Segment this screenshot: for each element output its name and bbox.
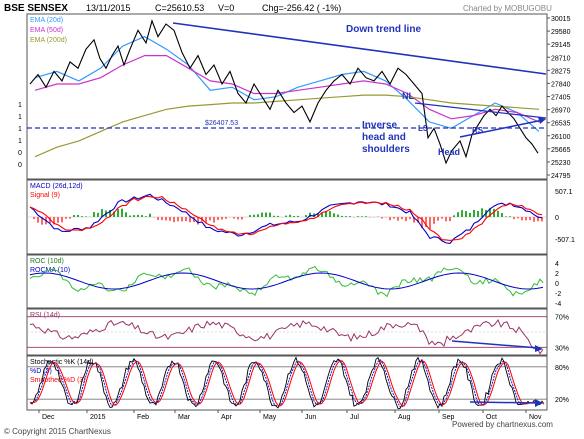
roc-tick-label: 0 <box>555 281 559 288</box>
roc-legend-entry: ROC (10d) <box>30 258 64 265</box>
price-tick-label: 24795 <box>551 173 571 180</box>
stochastic-panel-frame <box>26 355 548 411</box>
left-tick-label: 0 <box>18 150 22 157</box>
stochastic-panel <box>26 355 548 411</box>
rs-label: RS <box>472 126 484 135</box>
price-tick-label: 27405 <box>551 95 571 102</box>
macd-line <box>29 193 543 244</box>
macd-tick-label: 507.1 <box>555 189 573 196</box>
x-tick-label: Apr <box>221 414 233 421</box>
copyright-label: © Copyright 2015 ChartNexus <box>4 427 111 436</box>
price-tick-label: 26970 <box>551 108 571 115</box>
x-tick-label: 2015 <box>90 414 106 421</box>
roc-tick-label: -2 <box>555 291 561 298</box>
price-tick-label: 28710 <box>551 55 571 62</box>
ema50-line <box>34 54 540 123</box>
rsi-legend-entry: RSI (14d) <box>30 312 60 319</box>
roc-tick-label: 2 <box>555 271 559 278</box>
change-label: Chg=-256.42 ( -1%) <box>262 3 341 13</box>
stoch-legend-entry: Smoothed %D (3) <box>30 377 86 384</box>
neckline-label: NL <box>402 91 414 101</box>
ls-label: LS <box>418 124 429 133</box>
price-legend-entry: EMA (20d) <box>30 17 63 24</box>
roc-tick-label: 4 <box>555 261 559 268</box>
head-label: Head <box>438 147 460 157</box>
roc-panel <box>26 254 548 309</box>
macd-tick-label: -507.1 <box>555 237 575 244</box>
price-tick-label: 27840 <box>551 81 571 88</box>
rsi-arrow <box>451 340 540 349</box>
downtrend-line <box>172 22 547 75</box>
x-tick-label: May <box>263 414 277 421</box>
x-tick-label: Oct <box>486 414 497 421</box>
x-tick-label: Nov <box>529 414 542 421</box>
rsi-arrow-head <box>535 345 543 352</box>
macd-legend-entry: MACD (26d,12d) <box>30 183 83 190</box>
left-tick-label: 1 <box>18 126 22 133</box>
price-tick-label: 25230 <box>551 160 571 167</box>
close-label: C=25610.53 <box>155 3 204 13</box>
signal-line <box>29 195 543 241</box>
roc-line <box>29 265 544 298</box>
date-label: 13/11/2015 <box>86 3 130 13</box>
x-tick-label: Sep <box>442 414 455 421</box>
support-label: $26407.53 <box>205 120 238 127</box>
macd-legend-entry: Signal (9) <box>30 192 60 199</box>
stoch-smoothed-d-line <box>29 360 545 407</box>
stoch-arrow-head <box>535 399 543 407</box>
x-tick-label: Mar <box>178 414 191 421</box>
left-tick-label: 0 <box>18 162 22 169</box>
symbol-label: BSE SENSEX <box>4 3 68 14</box>
price-tick-label: 30015 <box>551 16 571 23</box>
x-tick-label: Aug <box>398 414 411 421</box>
macd-tick-label: 0 <box>555 215 559 222</box>
price-tick-label: 26535 <box>551 121 571 128</box>
left-tick-label: 1 <box>18 114 22 121</box>
stoch-legend-entry: Stochastic %K (14d) <box>30 359 93 366</box>
price-tick-label: 28275 <box>551 68 571 75</box>
rsi-tick-label: 70% <box>555 315 569 322</box>
pattern-label: shoulders <box>362 144 410 155</box>
roc-legend-entry: ROCMA (10) <box>30 267 70 274</box>
x-tick-label: Feb <box>137 414 149 421</box>
rsi-tick-label: 30% <box>555 345 569 352</box>
downtrend-label: Down trend line <box>346 24 421 35</box>
stoch-tick-label: 80% <box>555 365 569 372</box>
credit-label: Charted by MOBUGOBU <box>463 4 552 13</box>
stoch-d-line <box>29 359 545 408</box>
pattern-label: head and <box>362 132 406 143</box>
price-tick-label: 29145 <box>551 42 571 49</box>
left-tick-label: 1 <box>18 138 22 145</box>
x-tick-label: Dec <box>42 414 55 421</box>
x-tick-label: Jun <box>305 414 316 421</box>
price-legend-entry: EMA (50d) <box>30 27 63 34</box>
stoch-arrow <box>469 401 539 404</box>
stoch-legend-entry: %D (3) <box>30 368 52 375</box>
powered-label: Powered by chartnexus.com <box>452 420 553 429</box>
rsi-line <box>29 318 544 355</box>
price-legend-entry: EMA (200d) <box>30 37 67 44</box>
price-line <box>29 19 539 165</box>
ema200-line <box>34 94 540 158</box>
stoch-tick-label: 20% <box>555 397 569 404</box>
price-tick-label: 29580 <box>551 29 571 36</box>
roc-panel-frame <box>26 254 548 309</box>
volume-label: V=0 <box>218 3 234 13</box>
stoch-k-line <box>29 356 545 409</box>
rocma-line <box>29 272 544 290</box>
price-tick-label: 25665 <box>551 147 571 154</box>
rising-arrow <box>459 119 544 138</box>
pattern-label: Inverse <box>362 120 397 131</box>
x-tick-label: Jul <box>350 414 359 421</box>
rising-arrow-head <box>538 117 546 124</box>
left-tick-label: 1 <box>18 102 22 109</box>
neckline <box>414 102 547 119</box>
roc-tick-label: -4 <box>555 301 561 308</box>
price-tick-label: 26100 <box>551 134 571 141</box>
